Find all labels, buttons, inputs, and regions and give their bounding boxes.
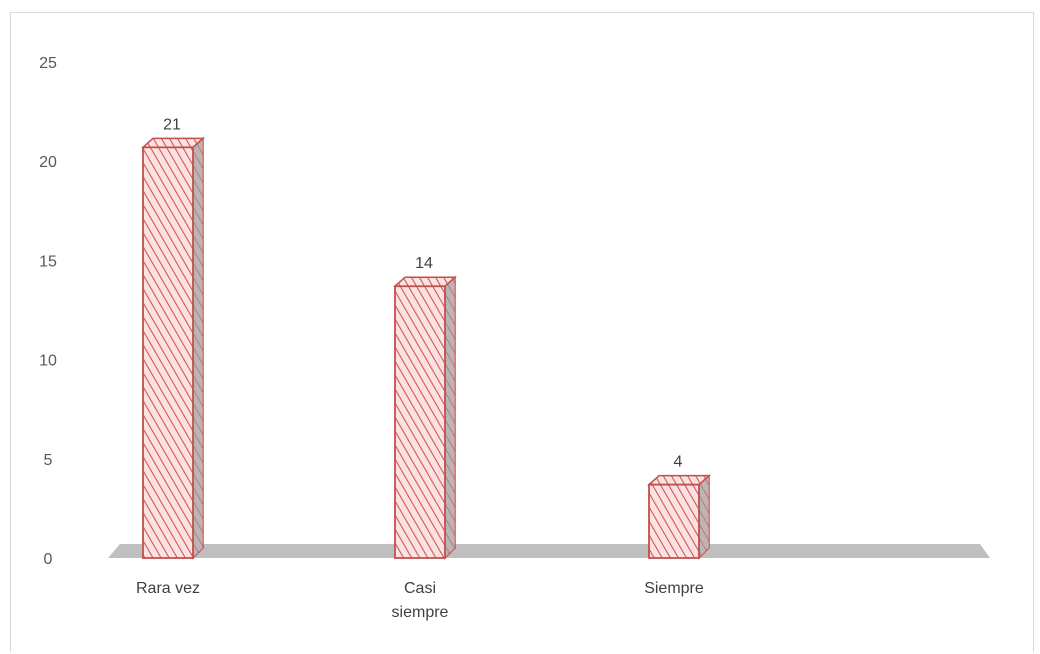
- y-tick-label: 5: [44, 452, 53, 469]
- chart-floor-group: [108, 544, 990, 558]
- category-label: Rara vez: [136, 580, 200, 597]
- y-tick-label: 0: [44, 551, 53, 568]
- y-tick-label: 20: [39, 154, 57, 171]
- y-tick-label: 25: [39, 55, 57, 72]
- data-labels-group: 21 14 4: [163, 116, 682, 470]
- category-labels-group: Rara vez Casi siempre Siempre: [136, 580, 704, 621]
- data-label: 14: [415, 255, 433, 272]
- bars-group: [141, 136, 711, 560]
- y-axis-ticks: 0 5 10 15 20 25: [39, 55, 57, 568]
- y-tick-label: 15: [39, 253, 57, 270]
- chart-frame: [10, 12, 1034, 652]
- bar: [141, 136, 205, 560]
- category-label: Siempre: [644, 580, 704, 597]
- bar-top-face: [141, 137, 205, 149]
- bar-side-hatch: [193, 138, 203, 559]
- bar-front-face: [142, 146, 194, 559]
- bar-front-face: [394, 285, 446, 559]
- category-label: Casi siempre: [392, 580, 449, 621]
- bar-top-face: [393, 276, 457, 287]
- data-label: 21: [163, 116, 181, 133]
- y-tick-label: 10: [39, 353, 57, 370]
- bar: [647, 473, 711, 560]
- data-label: 4: [674, 454, 683, 471]
- bar-front-face: [648, 483, 700, 559]
- bar-side-hatch: [445, 277, 455, 558]
- bar: [393, 275, 457, 560]
- bar-side-hatch: [699, 475, 709, 558]
- bar-top-face: [647, 474, 711, 486]
- chart-floor: [108, 544, 990, 558]
